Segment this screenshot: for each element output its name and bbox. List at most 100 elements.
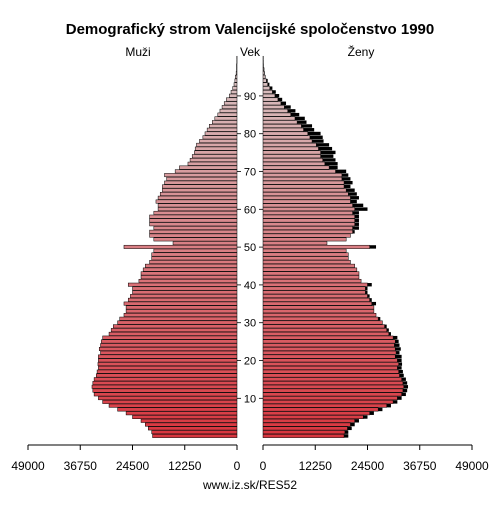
male-x-tick-label-1: 36750 [64, 459, 98, 473]
female-excess-age-65 [346, 189, 355, 192]
female-bar-age-81 [263, 128, 304, 131]
female-bar-age-96 [263, 71, 264, 74]
female-bar-age-92 [263, 86, 270, 89]
female-bar-age-49 [263, 249, 346, 252]
male-bar-age-28 [111, 328, 237, 331]
female-excess-age-10 [397, 396, 401, 399]
female-bar-age-38 [263, 291, 365, 294]
male-bar-age-9 [103, 400, 237, 403]
female-excess-age-6 [370, 412, 374, 415]
male-bar-age-22 [101, 351, 237, 354]
female-bar-age-66 [263, 185, 344, 188]
female-excess-age-16 [399, 374, 403, 377]
female-excess-age-78 [312, 139, 324, 142]
male-label: Muži [125, 45, 150, 59]
male-bar-age-0 [153, 434, 237, 437]
male-bar-age-62 [156, 200, 237, 203]
female-excess-age-17 [399, 370, 403, 373]
male-bar-age-38 [133, 291, 238, 294]
male-bar-age-55 [154, 226, 237, 229]
female-excess-age-61 [353, 204, 364, 207]
female-excess-age-7 [378, 408, 382, 411]
age-tick-label-70: 70 [244, 167, 256, 179]
female-bar-age-65 [263, 189, 346, 192]
male-bar-age-86 [220, 109, 237, 112]
male-bar-age-27 [109, 332, 237, 335]
female-excess-age-83 [297, 120, 306, 123]
female-bar-age-88 [263, 102, 281, 105]
male-bar-age-73 [190, 158, 237, 161]
male-bar-age-25 [101, 340, 237, 343]
female-excess-age-85 [291, 113, 300, 116]
male-bar-age-82 [209, 124, 237, 127]
female-bar-age-1 [263, 430, 345, 433]
female-excess-age-24 [394, 344, 399, 347]
female-bar-age-5 [263, 415, 363, 418]
male-bar-age-75 [194, 151, 237, 154]
male-bar-age-87 [222, 105, 237, 108]
male-bar-age-81 [207, 128, 237, 131]
male-bar-age-90 [229, 94, 237, 97]
age-tick-label-20: 20 [244, 356, 256, 368]
female-excess-age-58 [355, 215, 359, 218]
female-bar-age-56 [263, 223, 355, 226]
male-bar-age-45 [145, 264, 237, 267]
female-excess-age-73 [323, 158, 336, 161]
male-bar-age-67 [164, 181, 237, 184]
female-bar-age-71 [263, 166, 329, 169]
female-excess-age-22 [396, 351, 399, 354]
female-excess-age-90 [275, 94, 279, 97]
female-bar-age-43 [263, 272, 359, 275]
female-excess-age-71 [329, 166, 338, 169]
male-bar-age-29 [113, 325, 237, 328]
female-excess-age-54 [353, 230, 355, 233]
female-bar-age-93 [263, 83, 268, 86]
male-bar-age-5 [133, 415, 238, 418]
female-bar-age-89 [263, 98, 278, 101]
male-bar-age-26 [103, 336, 237, 339]
male-bar-age-37 [130, 294, 237, 297]
female-excess-age-21 [395, 355, 401, 358]
female-bar-age-4 [263, 419, 355, 422]
female-excess-age-3 [350, 423, 354, 426]
female-excess-age-75 [321, 151, 336, 154]
female-bar-age-36 [263, 298, 370, 301]
female-bar-age-8 [263, 404, 387, 407]
male-bar-age-78 [199, 139, 237, 142]
female-excess-age-89 [278, 98, 282, 101]
female-bar-age-47 [263, 257, 348, 260]
male-bar-age-4 [141, 419, 237, 422]
female-bar-age-63 [263, 196, 350, 199]
female-bar-age-73 [263, 158, 323, 161]
female-bar-age-6 [263, 412, 370, 415]
female-bar-age-82 [263, 124, 301, 127]
male-bar-age-94 [235, 79, 237, 82]
female-bar-age-12 [263, 389, 403, 392]
female-excess-age-26 [393, 336, 397, 339]
female-bar-age-39 [263, 287, 365, 290]
female-excess-age-12 [403, 389, 407, 392]
female-bar-age-86 [263, 109, 288, 112]
female-bar-age-35 [263, 302, 372, 305]
male-bar-age-53 [150, 234, 237, 237]
female-x-tick-label-3: 36750 [403, 459, 437, 473]
female-bar-age-34 [263, 306, 374, 309]
male-bar-age-8 [109, 404, 237, 407]
female-excess-age-68 [342, 177, 351, 180]
female-x-tick-label-2: 24500 [351, 459, 385, 473]
male-bar-age-85 [218, 113, 237, 116]
male-bar-age-69 [164, 173, 237, 176]
female-excess-age-35 [372, 302, 376, 305]
female-bar-age-80 [263, 132, 308, 135]
female-excess-age-57 [355, 219, 359, 222]
female-bar-age-97 [263, 68, 264, 71]
female-excess-age-31 [378, 317, 380, 320]
female-excess-age-9 [393, 400, 397, 403]
female-bar-age-90 [263, 94, 275, 97]
male-bar-age-2 [148, 427, 237, 430]
female-bar-age-79 [263, 136, 310, 139]
female-bar-age-77 [263, 143, 316, 146]
male-bar-age-32 [124, 313, 237, 316]
